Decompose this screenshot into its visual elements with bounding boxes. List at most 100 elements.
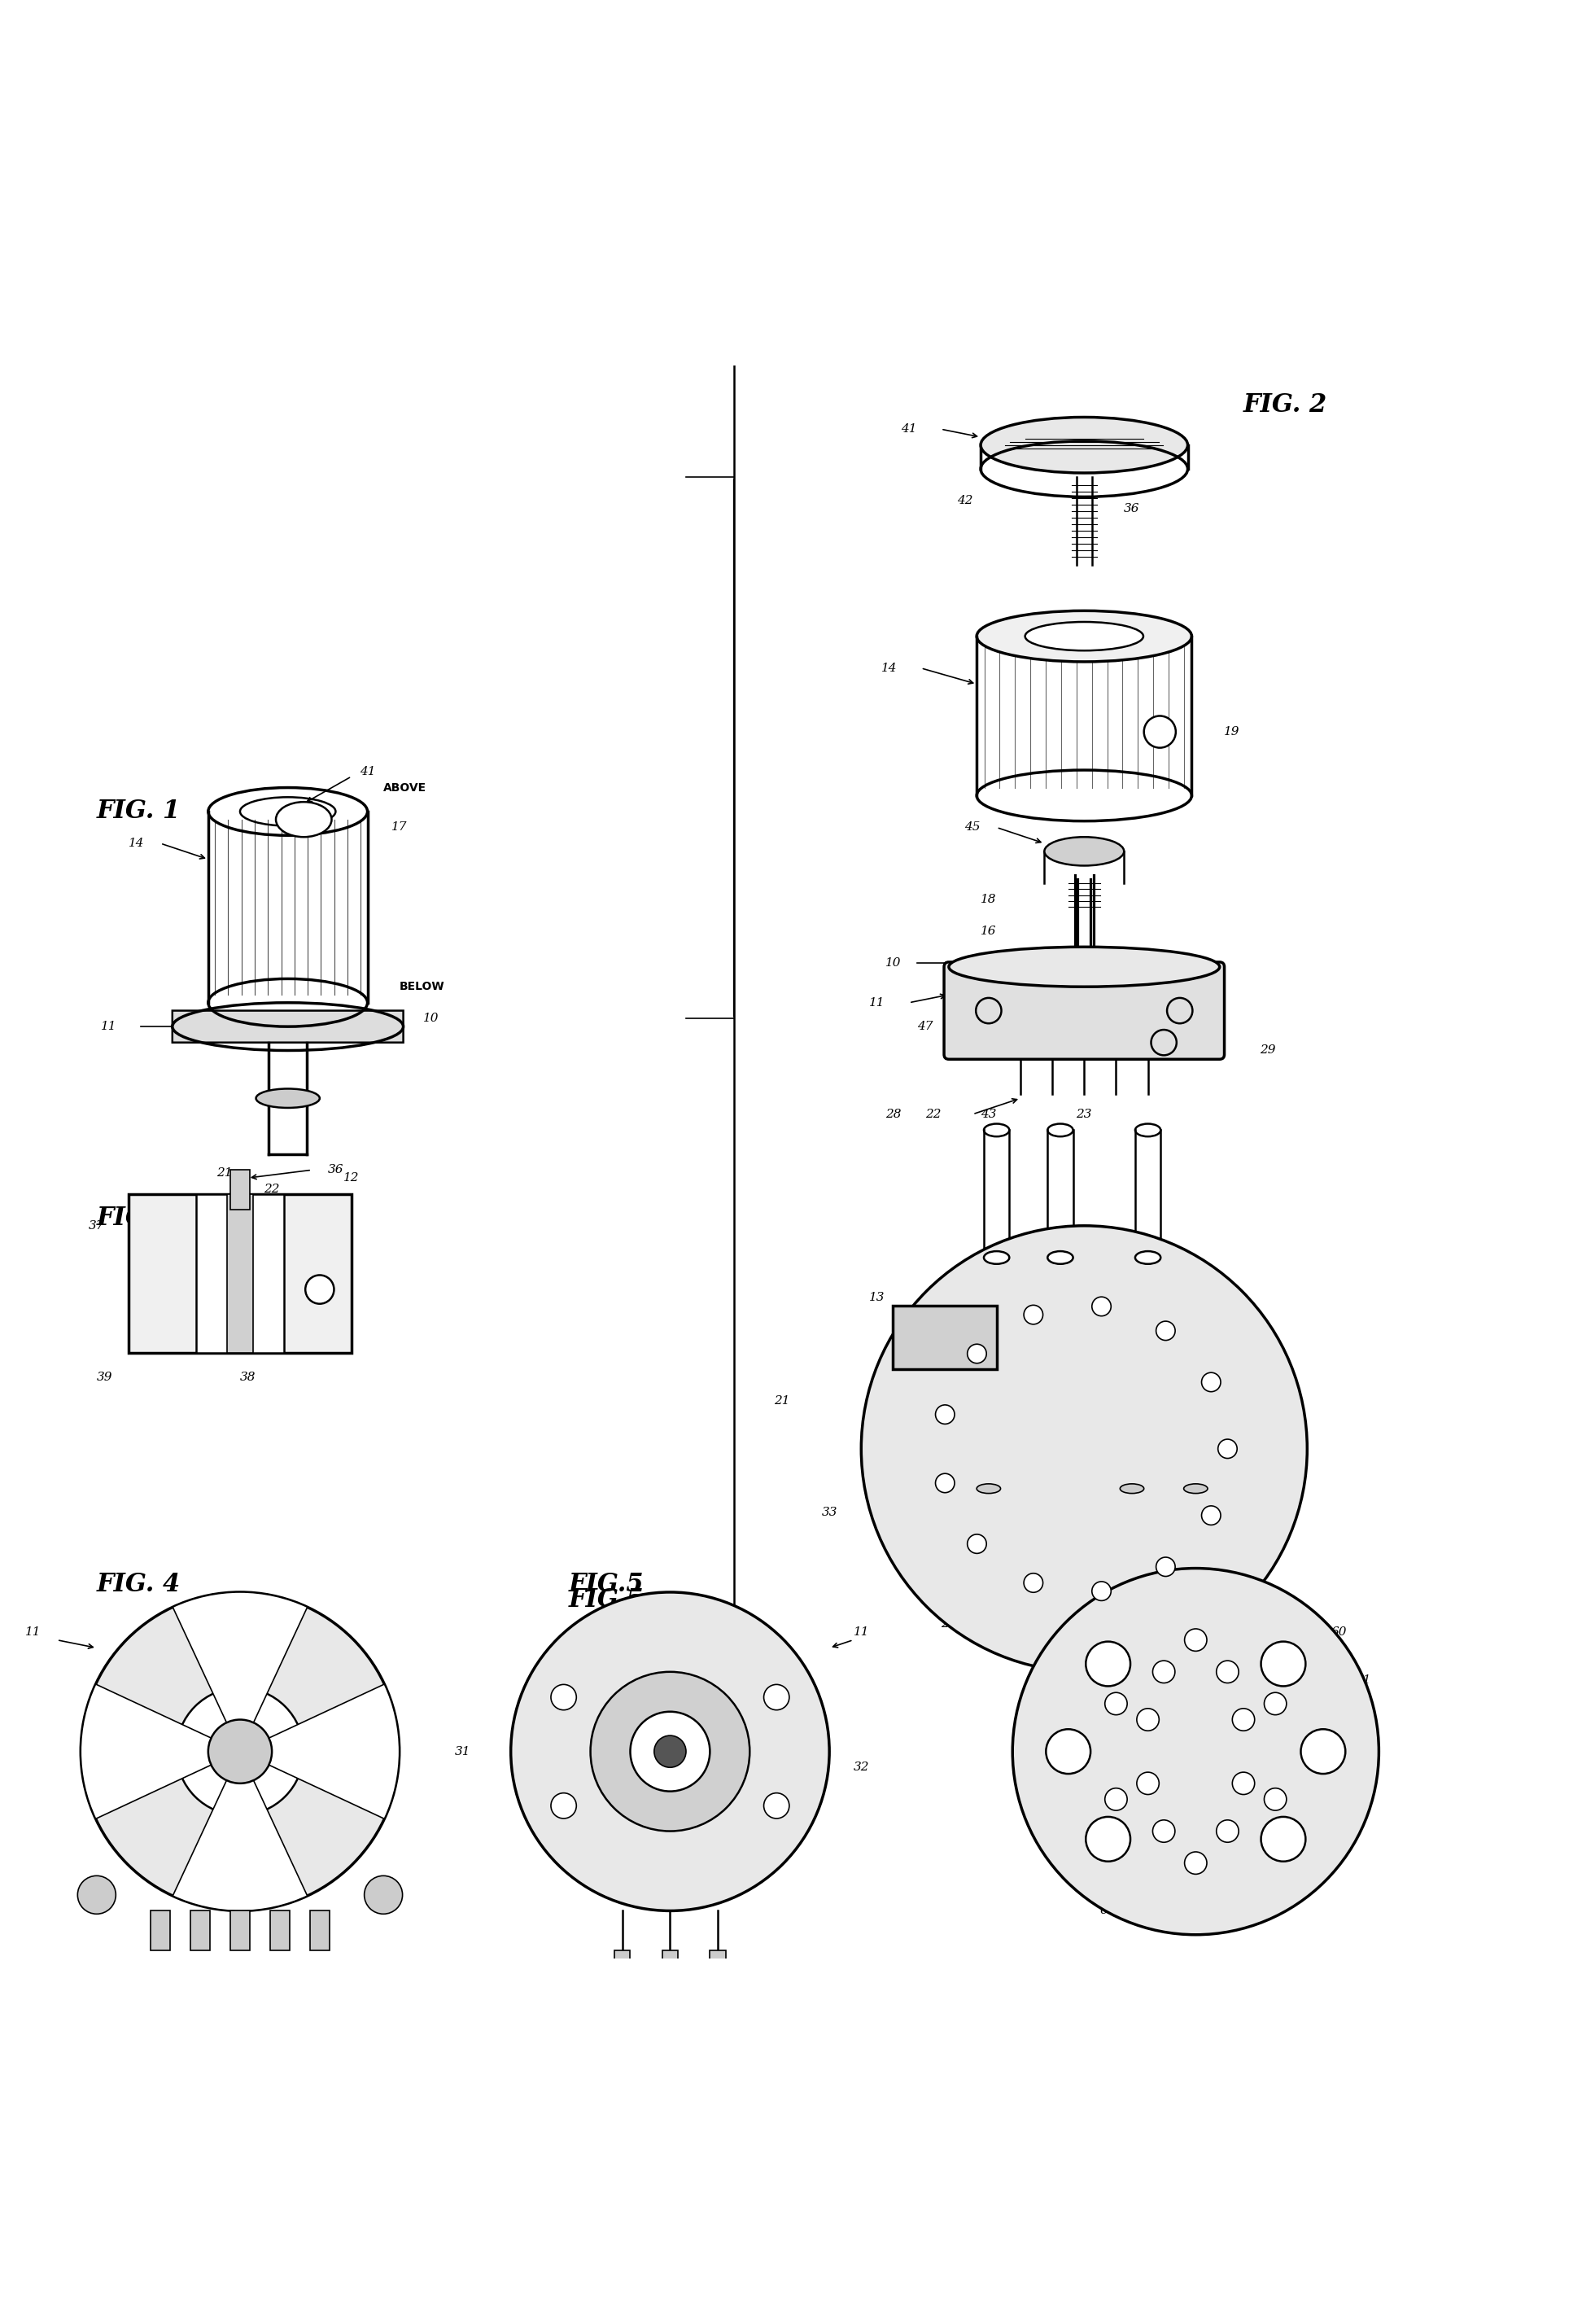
Text: 45: 45 [965, 823, 981, 832]
Circle shape [81, 1592, 399, 1910]
Text: FIG.5: FIG.5 [569, 1587, 644, 1613]
Text: 36: 36 [327, 1164, 343, 1176]
Circle shape [935, 1406, 954, 1425]
Circle shape [1185, 1852, 1207, 1873]
Circle shape [305, 1276, 333, 1304]
Text: 16: 16 [981, 925, 997, 937]
Text: 22: 22 [263, 1183, 279, 1195]
Bar [614, 1950, 630, 1975]
Text: 17: 17 [391, 823, 407, 832]
Ellipse shape [1045, 837, 1124, 865]
Text: 22: 22 [925, 1109, 941, 1120]
Wedge shape [172, 1752, 308, 1910]
Text: 62: 62 [1116, 1587, 1132, 1599]
Text: BELOW: BELOW [399, 981, 445, 992]
Text: 23: 23 [1077, 1109, 1093, 1120]
Text: 13: 13 [869, 1292, 885, 1304]
Circle shape [1013, 1569, 1378, 1934]
Bar [270, 1910, 289, 1950]
Wedge shape [81, 1685, 239, 1820]
Text: 60: 60 [1332, 1627, 1346, 1638]
Text: 19: 19 [217, 1283, 231, 1294]
Ellipse shape [1026, 623, 1144, 651]
Circle shape [1262, 1641, 1306, 1687]
Text: FIG. 3: FIG. 3 [97, 1206, 180, 1229]
Text: 32: 32 [853, 1762, 869, 1773]
Circle shape [1217, 1820, 1239, 1843]
Text: 29: 29 [1260, 1046, 1276, 1055]
Bar [710, 1950, 726, 1975]
Circle shape [1233, 1708, 1255, 1731]
Text: 26: 26 [869, 1459, 885, 1471]
Circle shape [967, 1343, 986, 1364]
Ellipse shape [981, 418, 1188, 474]
Circle shape [1265, 1692, 1287, 1715]
Ellipse shape [276, 802, 332, 837]
Text: 63: 63 [1356, 1722, 1370, 1734]
Text: 25: 25 [1085, 1618, 1101, 1629]
Text: 19: 19 [1223, 725, 1239, 737]
Circle shape [1137, 1773, 1160, 1794]
Wedge shape [172, 1592, 308, 1752]
Circle shape [364, 1875, 402, 1915]
Circle shape [209, 1720, 271, 1783]
Circle shape [1105, 1692, 1128, 1715]
Bar [662, 1950, 678, 1975]
Circle shape [1217, 1662, 1239, 1683]
Circle shape [1185, 1629, 1207, 1650]
Ellipse shape [976, 611, 1191, 662]
Bar [893, 1306, 997, 1369]
FancyBboxPatch shape [944, 962, 1225, 1060]
Text: 38: 38 [241, 1371, 255, 1383]
Circle shape [78, 1875, 116, 1915]
Circle shape [1156, 1557, 1176, 1576]
Circle shape [1156, 1322, 1176, 1341]
Ellipse shape [1048, 1250, 1073, 1264]
Circle shape [1093, 1583, 1112, 1601]
Text: 41: 41 [901, 423, 917, 435]
Circle shape [510, 1592, 829, 1910]
Circle shape [1086, 1641, 1131, 1687]
Text: 45: 45 [263, 1634, 279, 1645]
Circle shape [1024, 1306, 1043, 1325]
Text: 35: 35 [1148, 1618, 1164, 1629]
Text: 12: 12 [343, 1171, 359, 1183]
Circle shape [1219, 1439, 1238, 1459]
Text: 41: 41 [359, 767, 375, 776]
Circle shape [590, 1671, 750, 1831]
Text: FIG.5: FIG.5 [569, 1571, 644, 1597]
Text: 61: 61 [1356, 1673, 1370, 1685]
Text: 24: 24 [941, 1618, 957, 1629]
Circle shape [1201, 1373, 1220, 1392]
Text: FIG. 2: FIG. 2 [1244, 393, 1327, 418]
Bar [309, 1910, 329, 1950]
Text: 14: 14 [129, 837, 145, 848]
Text: 45: 45 [694, 1634, 710, 1645]
Bar [129, 1195, 351, 1353]
Circle shape [1233, 1773, 1255, 1794]
Text: 37: 37 [89, 1220, 105, 1232]
Text: ABOVE: ABOVE [383, 781, 426, 792]
Ellipse shape [949, 946, 1220, 988]
Text: 10: 10 [423, 1013, 439, 1025]
Text: 31: 31 [455, 1745, 471, 1757]
Text: 33: 33 [821, 1506, 837, 1518]
Circle shape [1144, 716, 1176, 748]
Circle shape [1137, 1708, 1160, 1731]
Text: 42: 42 [957, 495, 973, 507]
Text: FIG. 1: FIG. 1 [97, 799, 180, 825]
Circle shape [1201, 1506, 1220, 1525]
Text: 27: 27 [1204, 1348, 1220, 1360]
Circle shape [1105, 1787, 1128, 1810]
Wedge shape [239, 1685, 399, 1820]
Ellipse shape [984, 1250, 1010, 1264]
Circle shape [1086, 1817, 1131, 1862]
Circle shape [764, 1794, 790, 1817]
Circle shape [1046, 1729, 1091, 1773]
Circle shape [1153, 1820, 1176, 1843]
Ellipse shape [654, 1736, 686, 1769]
Circle shape [1153, 1662, 1176, 1683]
Text: 11: 11 [853, 1627, 869, 1638]
Bar [228, 1195, 252, 1353]
Text: 21: 21 [774, 1394, 790, 1406]
